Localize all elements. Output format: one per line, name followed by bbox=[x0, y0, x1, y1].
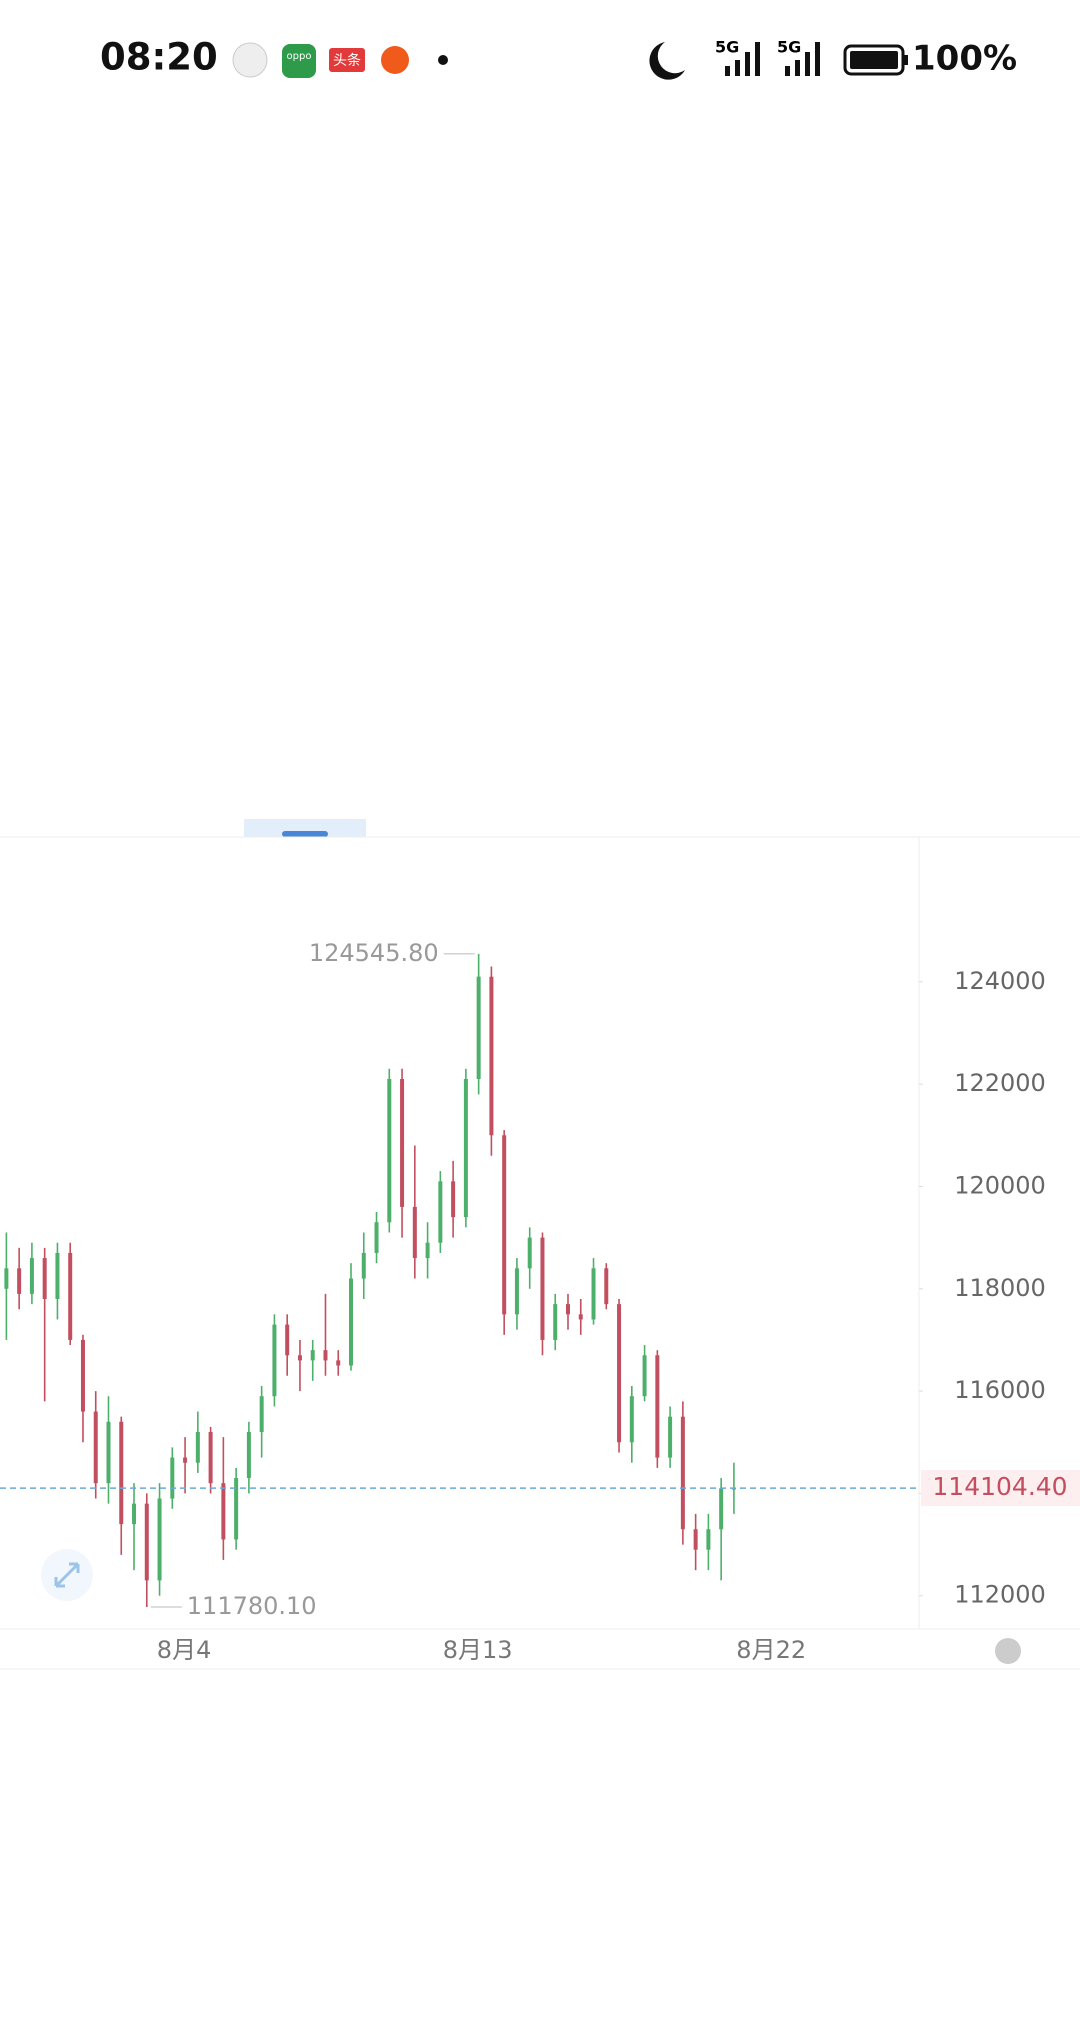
body bbox=[655, 1355, 660, 1458]
body bbox=[106, 1421, 111, 1484]
clock-icon bbox=[232, 42, 268, 78]
battery-label: 100% bbox=[912, 39, 1017, 79]
body bbox=[451, 1181, 456, 1218]
body bbox=[297, 1355, 302, 1361]
body bbox=[221, 1483, 226, 1540]
app-icon-label: 头条 bbox=[333, 52, 361, 69]
body bbox=[195, 1432, 200, 1463]
signal-icon bbox=[785, 42, 820, 76]
body bbox=[68, 1252, 73, 1340]
chart-tab-indicator bbox=[282, 831, 328, 837]
body bbox=[591, 1268, 596, 1320]
body bbox=[17, 1268, 22, 1294]
body bbox=[80, 1339, 85, 1412]
body bbox=[527, 1237, 532, 1269]
body bbox=[565, 1304, 570, 1315]
body bbox=[489, 976, 494, 1136]
body bbox=[387, 1079, 392, 1223]
expand-icon bbox=[54, 1562, 80, 1588]
chart-tab[interactable] bbox=[244, 819, 366, 837]
dot bbox=[438, 55, 448, 65]
battery-tip bbox=[904, 55, 908, 65]
body bbox=[425, 1242, 430, 1259]
body bbox=[323, 1350, 328, 1361]
body bbox=[400, 1079, 405, 1207]
body bbox=[349, 1278, 354, 1366]
body bbox=[629, 1396, 634, 1443]
app-icon-label: oppo bbox=[287, 51, 312, 62]
body bbox=[144, 1503, 149, 1581]
body bbox=[183, 1457, 188, 1463]
body bbox=[234, 1478, 239, 1540]
body bbox=[4, 1268, 9, 1289]
body bbox=[361, 1252, 366, 1279]
body bbox=[578, 1314, 583, 1320]
body bbox=[157, 1498, 162, 1581]
y-tick-label: 116000 bbox=[954, 1376, 1046, 1404]
body bbox=[642, 1355, 647, 1397]
body bbox=[502, 1135, 507, 1315]
body bbox=[617, 1304, 622, 1443]
network-label: 5G bbox=[715, 38, 739, 57]
body bbox=[693, 1529, 698, 1550]
body bbox=[93, 1411, 98, 1484]
moon-icon bbox=[649, 42, 685, 80]
body bbox=[476, 976, 481, 1079]
x-tick-label: 8月22 bbox=[736, 1636, 806, 1664]
annotation: 124545.80 bbox=[309, 939, 439, 967]
body bbox=[604, 1268, 609, 1305]
body bbox=[285, 1324, 290, 1356]
last-price-box bbox=[921, 1470, 1080, 1507]
y-tick-label: 112000 bbox=[954, 1581, 1046, 1609]
signal-icon bbox=[725, 42, 760, 76]
battery-icon bbox=[843, 44, 905, 76]
body bbox=[29, 1258, 34, 1294]
body bbox=[246, 1432, 251, 1479]
body bbox=[119, 1421, 124, 1525]
body bbox=[42, 1258, 47, 1299]
body bbox=[208, 1432, 213, 1484]
body bbox=[132, 1503, 137, 1525]
body bbox=[412, 1206, 417, 1259]
body bbox=[706, 1529, 711, 1550]
x-tick-label: 8月4 bbox=[157, 1636, 212, 1664]
y-tick-label: 122000 bbox=[954, 1069, 1046, 1097]
body bbox=[55, 1252, 60, 1299]
body bbox=[463, 1079, 468, 1218]
x-tick-label: 8月13 bbox=[443, 1636, 513, 1664]
body bbox=[438, 1181, 443, 1243]
body bbox=[336, 1360, 341, 1366]
body bbox=[540, 1237, 545, 1340]
body bbox=[719, 1488, 724, 1530]
k-button[interactable] bbox=[995, 1638, 1021, 1664]
body bbox=[514, 1268, 519, 1315]
body bbox=[310, 1350, 315, 1361]
app-icon bbox=[381, 46, 409, 74]
app-icon bbox=[329, 48, 365, 72]
body bbox=[680, 1416, 685, 1530]
y-tick-label: 118000 bbox=[954, 1274, 1046, 1302]
body bbox=[668, 1416, 673, 1458]
app-icon bbox=[282, 44, 316, 78]
clock: 08:20 bbox=[100, 36, 218, 79]
last-price-label: 114104.40 bbox=[932, 1472, 1067, 1501]
body bbox=[272, 1324, 277, 1397]
body bbox=[553, 1304, 558, 1340]
body bbox=[170, 1457, 175, 1499]
annotation: 111780.10 bbox=[187, 1592, 317, 1620]
y-tick-label: 124000 bbox=[954, 967, 1046, 995]
body bbox=[374, 1222, 379, 1253]
battery-level bbox=[850, 51, 898, 69]
body bbox=[259, 1396, 264, 1433]
y-tick-label: 120000 bbox=[954, 1171, 1046, 1199]
network-label: 5G bbox=[777, 38, 801, 57]
